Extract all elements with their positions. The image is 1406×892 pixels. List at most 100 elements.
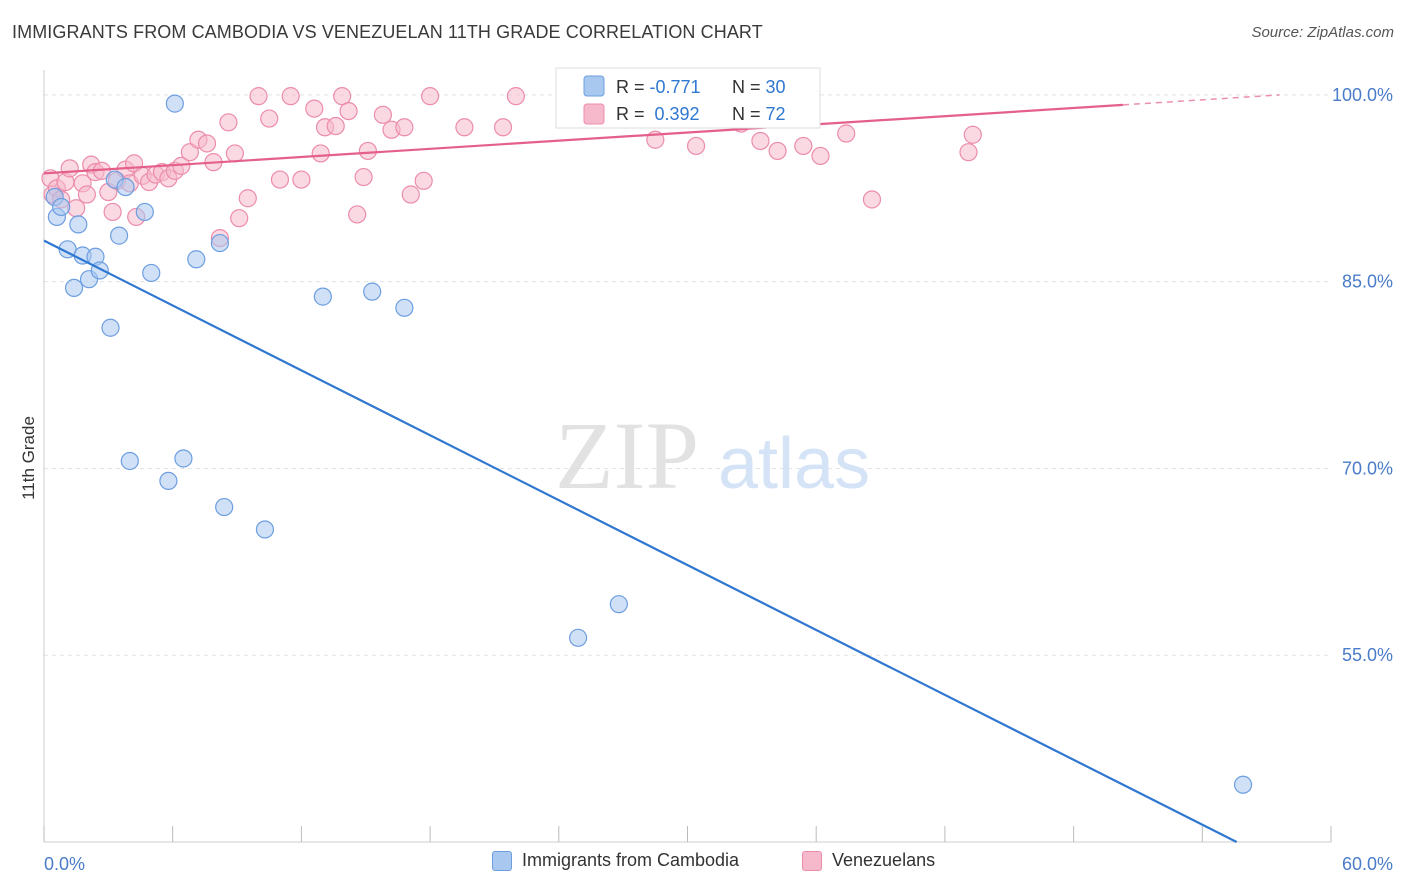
legend-swatch-cambodia xyxy=(492,850,512,871)
data-point xyxy=(751,131,770,151)
x-tick-label: 60.0% xyxy=(1342,854,1393,874)
x-tick-label: 0.0% xyxy=(44,854,85,874)
data-point xyxy=(165,94,184,113)
data-point xyxy=(60,159,79,178)
data-point xyxy=(52,197,71,217)
data-point xyxy=(292,170,311,189)
y-axis-label: 11th Grade xyxy=(19,416,38,500)
trend-line xyxy=(43,239,1238,843)
data-point xyxy=(67,199,86,218)
data-point xyxy=(174,449,193,468)
data-point xyxy=(506,87,526,106)
data-point xyxy=(326,116,345,136)
legend-n-value-pink: 72 xyxy=(766,104,786,124)
legend-swatch-blue xyxy=(583,75,605,97)
svg-text:R = -0.771: R = -0.771 xyxy=(616,77,701,97)
svg-text:N = 30: N = 30 xyxy=(732,77,786,97)
data-point xyxy=(180,143,199,162)
data-point xyxy=(395,118,414,137)
data-point xyxy=(862,190,882,209)
legend-swatch-pink xyxy=(583,103,605,125)
data-point xyxy=(103,202,122,222)
legend-r-value-blue: -0.771 xyxy=(650,77,701,97)
data-point xyxy=(455,118,474,137)
watermark-atlas: atlas xyxy=(718,424,870,504)
data-point xyxy=(373,105,393,124)
legend-n-value-blue: 30 xyxy=(766,77,786,97)
data-point xyxy=(225,144,245,163)
data-point xyxy=(197,134,217,153)
data-point xyxy=(363,282,382,301)
data-point xyxy=(305,99,324,118)
data-point xyxy=(249,87,268,106)
data-point xyxy=(354,167,373,187)
data-point xyxy=(339,101,358,121)
data-point xyxy=(69,215,88,234)
data-point xyxy=(238,189,257,208)
trend-line-extension xyxy=(1122,94,1280,106)
svg-text:R = 0.392: R = 0.392 xyxy=(616,104,700,124)
legend-item-venezuelans: Venezuelans xyxy=(802,850,935,871)
data-point xyxy=(215,497,234,517)
data-point xyxy=(414,171,433,190)
legend-label-venezuelans: Venezuelans xyxy=(832,850,936,870)
data-point xyxy=(120,451,139,471)
data-point xyxy=(101,318,120,337)
data-point xyxy=(794,136,813,156)
legend-item-cambodia: Immigrants from Cambodia xyxy=(492,850,739,871)
legend-n-label: N = xyxy=(732,104,766,124)
data-point xyxy=(313,287,332,306)
data-point xyxy=(686,136,706,156)
y-tick-labels: 55.0% 70.0% 85.0% 100.0% xyxy=(1332,85,1393,665)
legend-n-label: N = xyxy=(732,77,766,97)
data-point xyxy=(348,205,367,224)
data-point xyxy=(281,87,300,106)
legend-r-value-pink: 0.392 xyxy=(650,104,700,124)
data-point xyxy=(142,263,161,283)
watermark-zip: ZIP xyxy=(555,402,699,509)
legend-swatch-venezuelans xyxy=(802,850,822,871)
data-point xyxy=(493,118,513,137)
legend-r-label: R = xyxy=(616,77,650,97)
data-point xyxy=(358,141,377,161)
data-point xyxy=(270,170,290,189)
data-point xyxy=(959,143,978,162)
data-point xyxy=(260,109,279,128)
data-point xyxy=(609,595,628,614)
data-point xyxy=(230,209,249,228)
data-point xyxy=(811,146,830,166)
data-point xyxy=(187,250,206,269)
data-point xyxy=(311,144,330,163)
data-point xyxy=(768,141,787,161)
data-point xyxy=(64,278,84,298)
y-tick-label: 100.0% xyxy=(1332,85,1393,105)
data-point xyxy=(116,177,135,197)
data-point xyxy=(219,113,238,132)
chart-title: IMMIGRANTS FROM CAMBODIA VS VENEZUELAN 1… xyxy=(12,22,763,42)
grid-lines xyxy=(44,94,1331,656)
svg-text:N = 72: N = 72 xyxy=(732,104,786,124)
y-tick-label: 55.0% xyxy=(1342,645,1393,665)
data-point xyxy=(333,87,352,106)
legend-label-cambodia: Immigrants from Cambodia xyxy=(522,850,740,870)
axes xyxy=(43,70,1332,843)
data-point xyxy=(1233,775,1253,794)
data-point xyxy=(159,471,178,491)
data-point xyxy=(421,87,440,106)
watermark: ZIP atlas xyxy=(555,402,870,509)
data-point xyxy=(963,125,982,144)
data-point xyxy=(395,298,414,317)
data-point xyxy=(109,226,129,245)
points-venezuelans xyxy=(41,87,982,248)
legend: Immigrants from Cambodia Venezuelans xyxy=(0,850,1406,880)
data-point xyxy=(210,233,229,253)
legend-stats: R = -0.771 N = 30 R = 0.392 N = 72 xyxy=(555,67,821,129)
trend-lines xyxy=(43,94,1280,843)
data-point xyxy=(255,520,275,539)
data-point xyxy=(401,185,420,204)
data-point xyxy=(135,202,154,222)
y-tick-label: 85.0% xyxy=(1342,272,1393,292)
data-point xyxy=(77,185,97,204)
x-tick-labels: 0.0% 60.0% xyxy=(44,854,1393,874)
data-point xyxy=(837,124,856,143)
